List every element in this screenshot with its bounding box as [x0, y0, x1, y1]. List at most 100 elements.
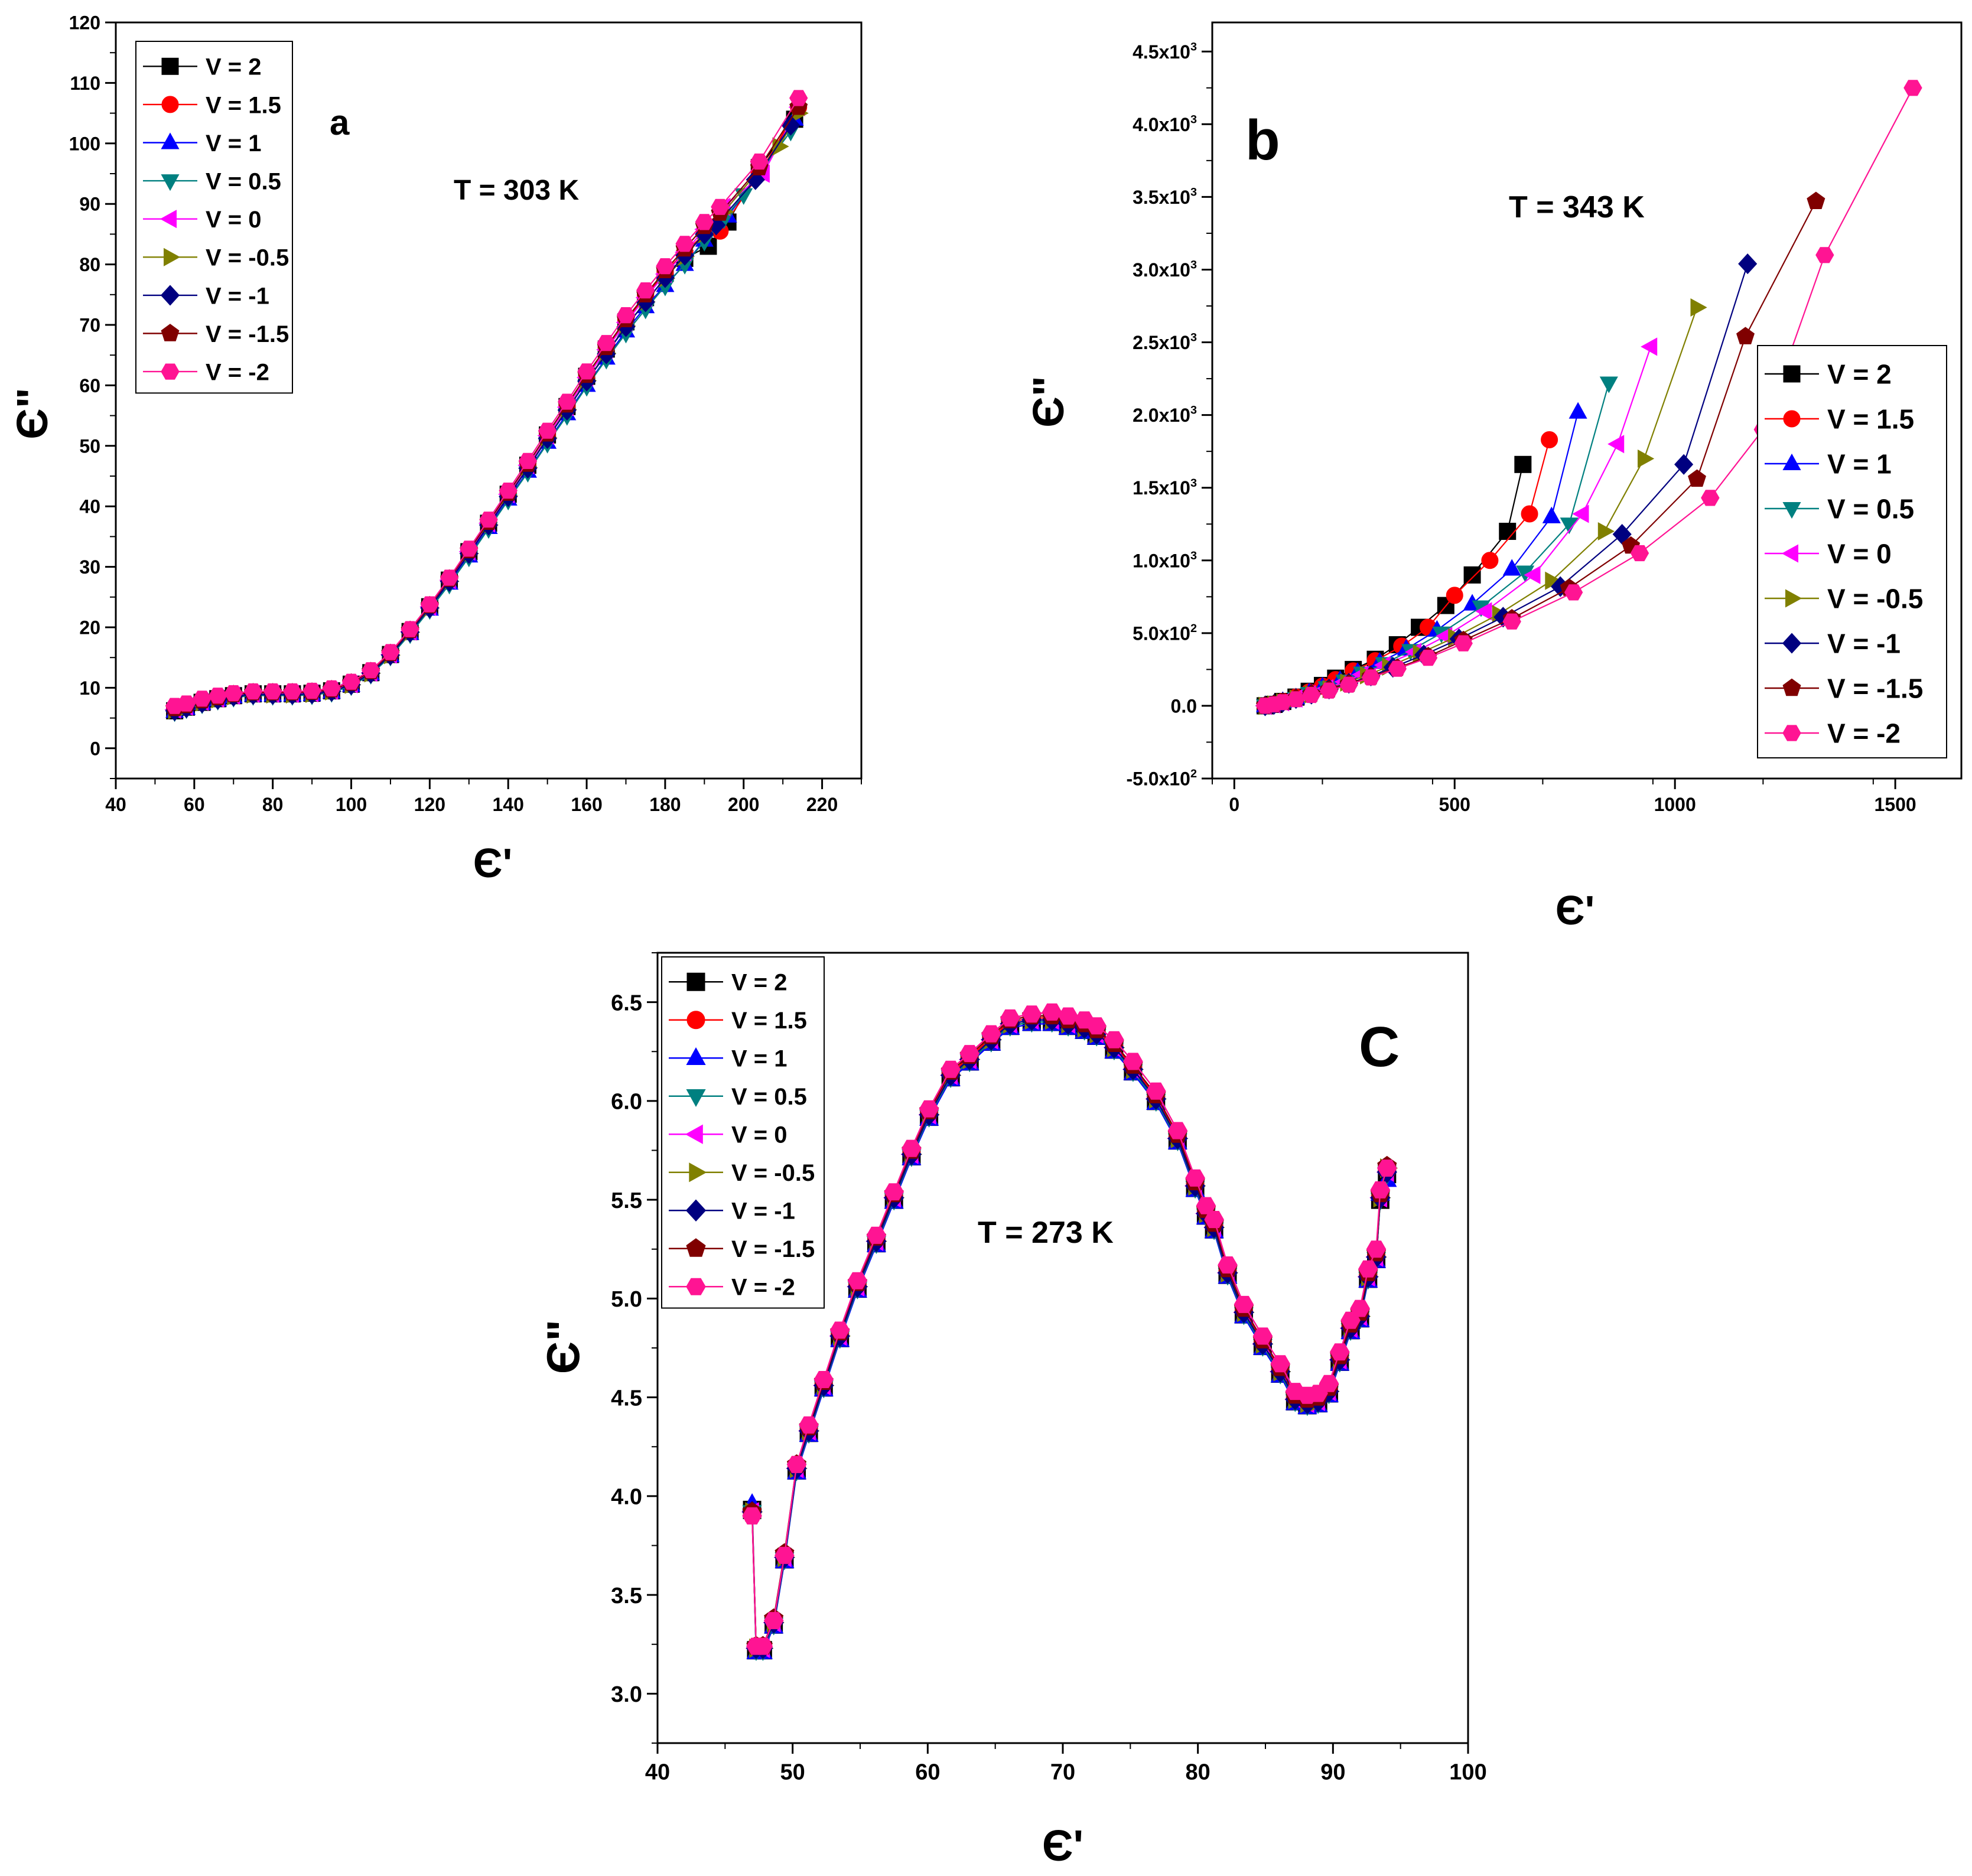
data-point: [243, 683, 263, 700]
data-point: [1123, 1053, 1143, 1070]
data-point: [440, 569, 459, 586]
data-point: [1514, 455, 1532, 473]
y-axis-label: Є": [537, 1320, 589, 1374]
legend-item: V = 0.5: [1765, 494, 1914, 525]
data-point: [675, 236, 694, 252]
panel-b: 0 500 1000 1500 -5.0x102 0.0 5.0x102 1.0x103 1.5…: [1024, 21, 1963, 933]
legend-label: V = 1.5: [731, 1008, 807, 1034]
data-point: [1701, 490, 1720, 506]
y-tick-label: 40: [79, 496, 100, 517]
y-tick-label: 6.0: [611, 1090, 642, 1115]
data-point: [1446, 587, 1463, 604]
legend-box: [135, 41, 293, 394]
legend-marker: [686, 1278, 706, 1295]
legend-marker: [689, 1162, 707, 1183]
data-point: [1815, 247, 1834, 263]
data-point: [1641, 337, 1658, 356]
data-point: [1463, 566, 1481, 584]
data-point: [829, 1321, 850, 1339]
legend-label: V = 1: [1827, 449, 1892, 480]
data-point: [224, 685, 243, 702]
legend-marker: [160, 210, 177, 229]
legend-label: V = -0.5: [206, 245, 289, 271]
legend-item: V = 1: [143, 131, 262, 157]
x-tick-label: 80: [1186, 1760, 1210, 1785]
data-point: [1807, 191, 1825, 209]
legend-item: V = -2: [1765, 718, 1901, 749]
series-2: [1255, 402, 1587, 712]
data-point: [1524, 565, 1541, 584]
legend-marker: [164, 247, 181, 266]
data-point: [401, 621, 419, 637]
y-tick-label: -5.0x102: [1126, 767, 1197, 789]
data-point: [1302, 686, 1321, 704]
series-8: [742, 1003, 1397, 1655]
data-point: [1502, 613, 1521, 630]
legend-item: V = 0: [1765, 539, 1892, 569]
data-point: [866, 1226, 887, 1244]
legend-label: V = -1: [206, 283, 269, 309]
x-axis-label: Є': [1042, 1821, 1083, 1870]
series-7: [1256, 191, 1825, 714]
legend-label: V = -0.5: [1827, 584, 1923, 614]
data-area: [164, 90, 809, 722]
series-line: [1265, 263, 1749, 706]
x-tick-label: 100: [336, 794, 367, 815]
temperature-annotation: T = 273 K: [978, 1216, 1114, 1250]
series-6: [1255, 253, 1758, 716]
legend-marker: [161, 324, 180, 341]
x-tick-label: 70: [1050, 1760, 1075, 1785]
data-point: [1638, 449, 1655, 468]
legend-label: V = 0: [206, 207, 262, 233]
x-tick-label: 120: [414, 794, 445, 815]
y-tick-label: 3.0: [611, 1682, 642, 1707]
data-point: [1185, 1169, 1205, 1187]
data-area: [1255, 80, 1922, 716]
y-tick-label: 6.5: [611, 991, 642, 1015]
legend-item: V = 0.5: [143, 169, 281, 195]
legend-item: V = -1.5: [669, 1236, 815, 1262]
y-tick-label: 4.0: [611, 1485, 642, 1510]
data-point: [1366, 1240, 1387, 1258]
data-point: [1058, 1007, 1078, 1025]
legend-marker: [1782, 633, 1802, 654]
x-tick-label: 40: [105, 794, 126, 815]
legend-label: V = 1: [206, 131, 262, 157]
data-point: [941, 1060, 961, 1078]
panel-label: C: [1359, 1015, 1400, 1079]
data-point: [695, 214, 714, 230]
plot-frame: [1211, 21, 1963, 780]
y-axis-label: Є": [8, 387, 57, 439]
data-point: [1674, 454, 1694, 475]
series-line: [1265, 307, 1698, 706]
data-point: [981, 1025, 1001, 1043]
y-tick-label: 3.5x103: [1133, 185, 1197, 207]
x-tick-label: 50: [780, 1760, 805, 1785]
data-point: [1042, 1003, 1062, 1021]
data-point: [775, 1546, 795, 1564]
data-point: [1319, 682, 1339, 699]
data-point: [1021, 1005, 1042, 1023]
data-point: [1377, 1160, 1397, 1177]
data-point: [746, 169, 765, 190]
legend-item: V = -2: [143, 360, 269, 386]
x-tick-label: 180: [649, 794, 681, 815]
data-point: [1339, 676, 1358, 693]
x-tick-label: 60: [184, 794, 205, 815]
series-3: [1255, 376, 1618, 716]
legend-item: V = 0: [669, 1122, 788, 1148]
data-point: [1481, 552, 1499, 569]
data-point: [786, 1455, 807, 1473]
y-tick-label: 2.0x103: [1133, 404, 1197, 426]
x-tick-label: 80: [262, 794, 284, 815]
legend: V = 2 V = 1.5 V = 1 V = 0.5 V = 0 V = -0.5 V =…: [661, 956, 825, 1309]
x-tick-label: 60: [915, 1760, 940, 1785]
legend-marker: [1782, 502, 1801, 519]
series-8: [1255, 80, 1922, 714]
data-point: [813, 1371, 834, 1388]
y-tick-label: 3.5: [611, 1584, 642, 1608]
legend-marker: [161, 132, 180, 149]
y-tick-label: 5.0: [611, 1287, 642, 1312]
data-point: [283, 683, 302, 700]
y-tick-label: 1.0x103: [1133, 549, 1197, 571]
